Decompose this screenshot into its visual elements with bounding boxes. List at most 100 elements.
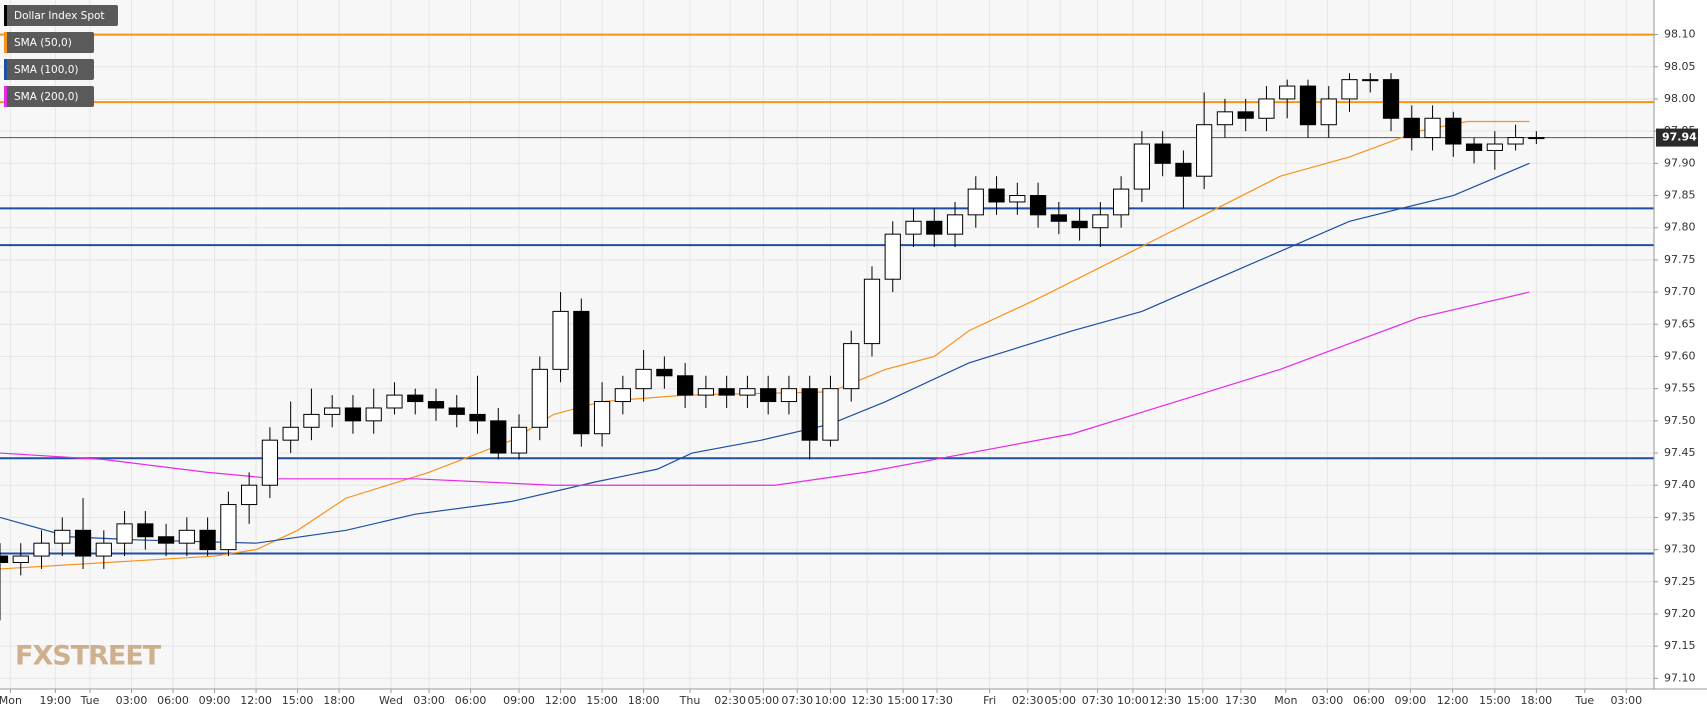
sma-line	[0, 291, 1530, 486]
legend-box	[4, 59, 94, 80]
candle-body	[427, 401, 445, 409]
candle-body	[178, 529, 195, 544]
y-tick-label: 97.20	[1664, 607, 1696, 620]
legend-label: SMA (200,0)	[14, 91, 79, 103]
candle-body	[635, 368, 652, 390]
x-tick-label: 09:00	[199, 694, 231, 707]
candle-body	[469, 413, 486, 422]
candle-body	[946, 214, 964, 235]
legend-box	[4, 86, 94, 107]
x-tick-label: 17:30	[1225, 694, 1257, 707]
x-tick-label: 12:00	[1437, 694, 1469, 707]
y-tick-label: 98.00	[1664, 92, 1696, 105]
candle-body	[1133, 143, 1150, 190]
candle-body	[1486, 143, 1503, 151]
y-tick-label: 97.90	[1664, 156, 1696, 169]
candle-body	[822, 388, 839, 441]
candle-body	[1071, 220, 1088, 229]
candle-body	[1424, 117, 1441, 139]
candle-body	[1154, 143, 1171, 164]
candle-body	[54, 529, 71, 544]
legend-label: SMA (100,0)	[14, 64, 79, 76]
candle-body	[407, 394, 424, 403]
candle-body	[448, 407, 465, 415]
y-tick-label: 97.35	[1664, 510, 1696, 523]
candle-body	[801, 388, 818, 441]
x-tick-label: Tue	[80, 694, 100, 707]
candle-body	[12, 555, 29, 563]
candle-body	[1113, 188, 1130, 216]
x-tick-label: 10:00	[815, 694, 847, 707]
candle-body	[324, 407, 341, 415]
y-tick-label: 97.70	[1664, 285, 1696, 298]
candle-body	[905, 220, 922, 235]
candle-body	[1050, 214, 1067, 222]
legend-box	[4, 32, 94, 53]
candle-body	[1196, 124, 1213, 177]
candle-body	[1175, 162, 1192, 177]
candle-body	[552, 310, 569, 370]
candle-body	[1029, 195, 1047, 216]
candle-body	[157, 536, 175, 544]
legend-label: Dollar Index Spot	[14, 10, 105, 22]
x-tick-label: 18:00	[323, 694, 355, 707]
x-tick-label: Thu	[679, 694, 701, 707]
candle-body	[1362, 79, 1379, 82]
candle-body	[74, 529, 92, 557]
candle-body	[656, 368, 673, 377]
x-tick-label: 03:00	[1610, 694, 1642, 707]
x-tick-label: 06:00	[1353, 694, 1385, 707]
candle-body	[780, 388, 798, 403]
candle-body	[573, 310, 590, 435]
candle-body	[1403, 117, 1420, 139]
y-tick-label: 97.60	[1664, 349, 1696, 362]
x-tick-label: Mon	[1274, 694, 1297, 707]
candle-body	[1237, 111, 1254, 119]
legend-swatch	[4, 86, 7, 107]
candle-body	[386, 394, 403, 409]
x-tick-label: 02:30	[714, 694, 746, 707]
y-tick-label: 97.40	[1664, 478, 1696, 491]
x-tick-label: 03:00	[413, 694, 445, 707]
x-tick-label: Tue	[1574, 694, 1594, 707]
x-tick-label: 02:30	[1012, 694, 1044, 707]
candle-body	[1341, 79, 1358, 100]
y-tick-label: 98.05	[1664, 60, 1696, 73]
x-tick-label: 15:00	[1187, 694, 1219, 707]
candle-body	[926, 220, 943, 235]
candle-body	[261, 439, 279, 486]
y-tick-label: 97.65	[1664, 317, 1696, 330]
candle-body	[199, 529, 216, 551]
x-tick-label: 15:00	[282, 694, 314, 707]
x-tick-label: 18:00	[1520, 694, 1552, 707]
y-tick-label: 97.50	[1664, 414, 1696, 427]
candle-body	[988, 188, 1005, 203]
y-tick-label: 97.80	[1664, 221, 1696, 234]
y-tick-label: 97.55	[1664, 382, 1696, 395]
x-tick-label: 05:00	[747, 694, 779, 707]
x-tick-label: 19:00	[40, 694, 72, 707]
x-tick-label: 15:00	[586, 694, 618, 707]
candle-body	[614, 388, 631, 403]
last-price-box	[1656, 128, 1698, 147]
legend-swatch	[4, 32, 7, 53]
candle-body	[282, 426, 299, 441]
x-tick-label: 12:30	[851, 694, 883, 707]
x-tick-label: 05:00	[1044, 694, 1076, 707]
candle-body	[1528, 137, 1545, 140]
legend-box	[4, 5, 118, 26]
x-tick-label: Fri	[983, 694, 996, 707]
candle-body	[531, 368, 548, 428]
x-tick-label: 12:00	[545, 694, 577, 707]
x-tick-label: 06:00	[157, 694, 189, 707]
x-tick-label: 10:00	[1117, 694, 1149, 707]
y-tick-label: 97.25	[1664, 575, 1696, 588]
candle-body	[1279, 85, 1296, 100]
x-tick-label: 15:00	[887, 694, 919, 707]
candle-body	[510, 426, 528, 454]
candle-body	[739, 388, 756, 396]
x-tick-label: 09:00	[503, 694, 535, 707]
x-tick-label: Wed	[379, 694, 403, 707]
candle-body	[344, 407, 362, 422]
